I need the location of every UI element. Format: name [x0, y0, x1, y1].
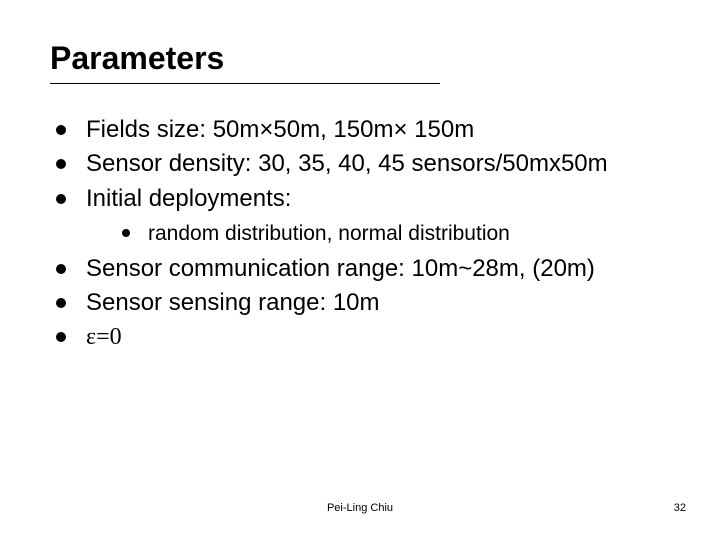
footer-page-number: 32 — [674, 502, 686, 514]
slide-title: Parameters — [50, 40, 670, 77]
bullet-item: Fields size: 50m×50m, 150m× 150m — [56, 114, 670, 146]
bullet-list: Fields size: 50m×50m, 150m× 150m Sensor … — [50, 114, 670, 354]
bullet-item: ε=0 — [56, 321, 670, 353]
bullet-item: Sensor density: 30, 35, 40, 45 sensors/5… — [56, 148, 670, 180]
bullet-item: Sensor sensing range: 10m — [56, 287, 670, 319]
bullet-text: ε=0 — [86, 324, 122, 350]
title-rule — [50, 83, 440, 84]
bullet-item: Sensor communication range: 10m~28m, (20… — [56, 253, 670, 285]
bullet-item: Initial deployments: random distribution… — [56, 183, 670, 249]
sub-bullet-item: random distribution, normal distribution — [122, 219, 670, 248]
sub-bullet-list: random distribution, normal distribution — [86, 219, 670, 248]
slide: Parameters Fields size: 50m×50m, 150m× 1… — [0, 0, 720, 540]
footer-author: Pei-Ling Chiu — [0, 502, 720, 514]
bullet-text: Initial deployments: — [86, 185, 291, 212]
